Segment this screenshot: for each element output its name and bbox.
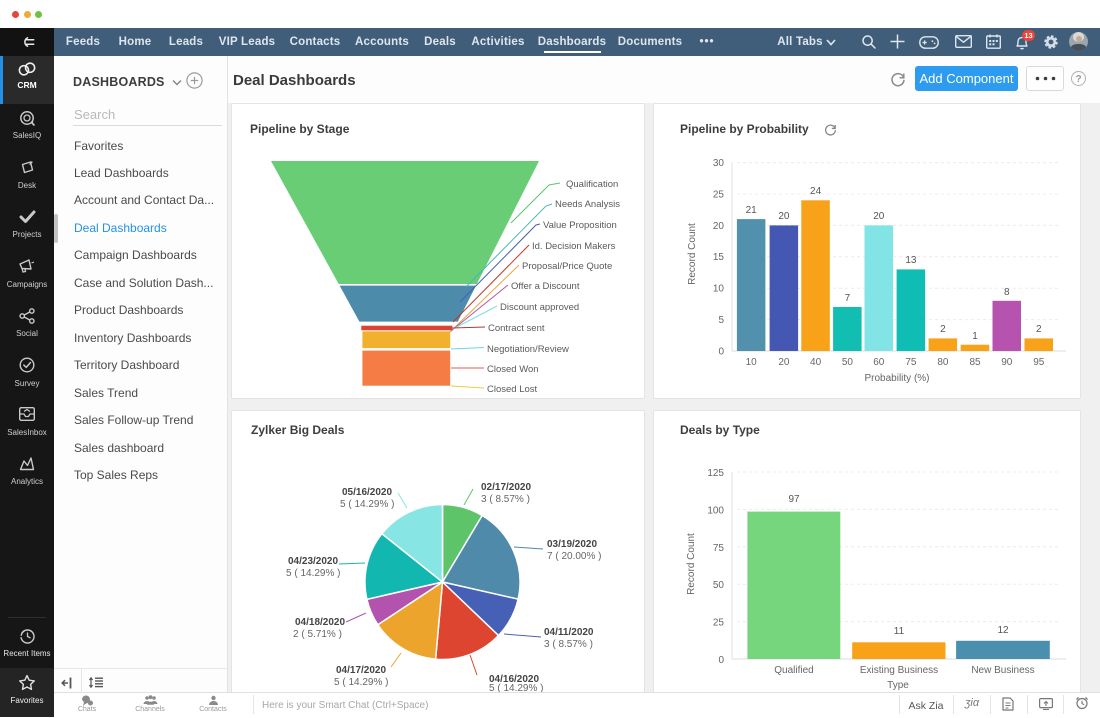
svg-text:Proposal/Price Quote: Proposal/Price Quote	[522, 261, 612, 272]
svg-text:20: 20	[713, 221, 725, 232]
svg-text:Qualified: Qualified	[774, 665, 813, 676]
svg-text:8: 8	[1004, 287, 1010, 298]
svg-text:100: 100	[707, 505, 724, 516]
svg-text:0: 0	[718, 346, 724, 357]
svg-text:Value Proposition: Value Proposition	[543, 220, 617, 231]
svg-text:04/18/2020: 04/18/2020	[295, 617, 345, 628]
svg-text:60: 60	[873, 357, 885, 368]
svg-text:Closed Lost: Closed Lost	[487, 384, 538, 395]
svg-text:Negotiation/Review: Negotiation/Review	[487, 344, 569, 355]
svg-text:13: 13	[905, 255, 917, 266]
svg-text:5 ( 14.29% ): 5 ( 14.29% )	[489, 683, 543, 694]
svg-text:Contract sent: Contract sent	[488, 323, 545, 334]
svg-text:Qualification: Qualification	[566, 179, 618, 190]
svg-text:125: 125	[707, 468, 724, 479]
svg-text:Offer a Discount: Offer a Discount	[511, 281, 580, 292]
svg-text:Id. Decision Makers: Id. Decision Makers	[532, 241, 616, 252]
svg-text:75: 75	[713, 543, 725, 554]
svg-text:04/16/2020: 04/16/2020	[489, 674, 539, 685]
svg-text:5: 5	[718, 315, 724, 326]
svg-text:85: 85	[969, 357, 981, 368]
svg-text:97: 97	[788, 494, 800, 505]
svg-text:24: 24	[810, 186, 822, 197]
svg-text:50: 50	[713, 580, 725, 591]
svg-text:0: 0	[718, 655, 724, 666]
svg-text:Closed Won: Closed Won	[487, 364, 539, 375]
svg-text:20: 20	[778, 357, 790, 368]
svg-text:20: 20	[778, 211, 790, 222]
svg-text:10: 10	[746, 357, 758, 368]
svg-text:2 ( 5.71% ): 2 ( 5.71% )	[293, 629, 342, 640]
svg-text:40: 40	[810, 357, 822, 368]
svg-text:02/17/2020: 02/17/2020	[481, 482, 531, 493]
svg-text:7 ( 20.00% ): 7 ( 20.00% )	[547, 551, 601, 562]
svg-text:Existing Business: Existing Business	[860, 665, 938, 676]
svg-text:3 ( 8.57% ): 3 ( 8.57% )	[544, 639, 593, 650]
svg-text:04/23/2020: 04/23/2020	[288, 556, 338, 567]
svg-text:75: 75	[905, 357, 917, 368]
svg-text:25: 25	[713, 189, 725, 200]
svg-text:3 ( 8.57% ): 3 ( 8.57% )	[481, 494, 530, 505]
svg-text:Probability (%): Probability (%)	[864, 373, 929, 384]
svg-text:Type: Type	[887, 680, 909, 691]
svg-text:90: 90	[1001, 357, 1013, 368]
svg-text:Discount approved: Discount approved	[500, 302, 579, 313]
svg-text:Record Count: Record Count	[687, 223, 698, 285]
svg-text:25: 25	[713, 618, 725, 629]
svg-text:04/17/2020: 04/17/2020	[336, 665, 386, 676]
svg-text:2: 2	[940, 324, 946, 335]
svg-text:20: 20	[873, 211, 885, 222]
svg-text:95: 95	[1033, 357, 1045, 368]
svg-text:04/11/2020: 04/11/2020	[544, 627, 594, 638]
svg-text:80: 80	[937, 357, 949, 368]
svg-text:11: 11	[894, 626, 905, 637]
svg-text:2: 2	[1036, 324, 1042, 335]
svg-text:10: 10	[713, 284, 725, 295]
svg-text:7: 7	[845, 293, 851, 304]
svg-text:03/19/2020: 03/19/2020	[547, 539, 597, 550]
svg-text:Needs Analysis: Needs Analysis	[555, 199, 620, 210]
svg-text:1: 1	[972, 331, 978, 342]
svg-text:New Business: New Business	[971, 665, 1034, 676]
svg-text:15: 15	[713, 252, 725, 263]
svg-text:5 ( 14.29% ): 5 ( 14.29% )	[340, 499, 394, 510]
svg-text:5 ( 14.29% ): 5 ( 14.29% )	[286, 568, 340, 579]
svg-text:21: 21	[746, 205, 758, 216]
svg-text:05/16/2020: 05/16/2020	[342, 487, 392, 498]
svg-text:12: 12	[997, 625, 1009, 636]
svg-text:5 ( 14.29% ): 5 ( 14.29% )	[334, 677, 388, 688]
svg-text:Record Count: Record Count	[686, 533, 697, 595]
svg-text:50: 50	[842, 357, 854, 368]
svg-text:30: 30	[713, 158, 725, 169]
